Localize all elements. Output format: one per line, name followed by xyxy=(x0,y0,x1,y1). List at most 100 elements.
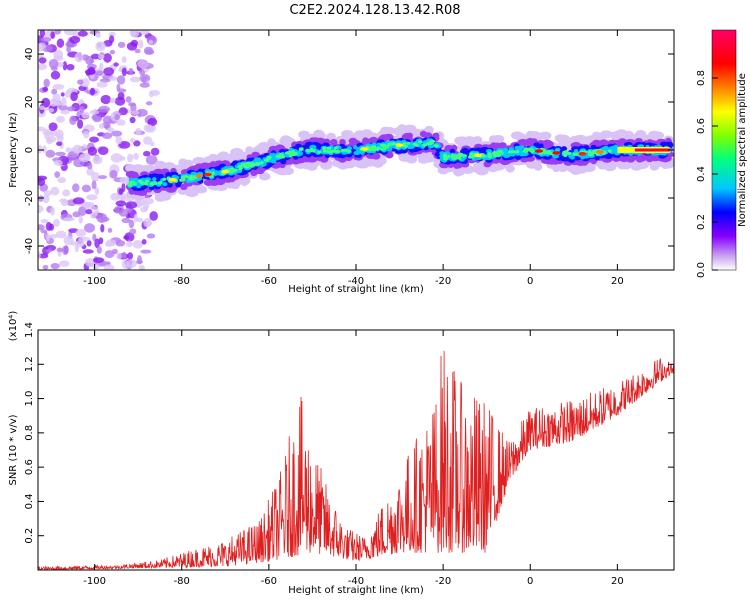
band-blob xyxy=(251,163,257,167)
noise-blob xyxy=(87,162,93,170)
y-tick-label: 0.6 xyxy=(24,459,35,475)
noise-blob xyxy=(91,171,100,182)
hot-blob xyxy=(595,150,604,154)
noise-blob xyxy=(78,215,84,224)
band-blob xyxy=(406,141,411,145)
noise-blob xyxy=(53,159,63,166)
band-blob xyxy=(552,154,559,159)
noise-blob xyxy=(95,32,101,38)
band-blob xyxy=(203,179,213,186)
noise-blob xyxy=(38,57,47,64)
noise-blob xyxy=(138,39,144,49)
snr-series-line xyxy=(38,350,674,570)
band-blob xyxy=(443,157,449,161)
noise-blob xyxy=(41,97,51,108)
noise-blob xyxy=(53,49,64,60)
noise-blob xyxy=(116,75,126,85)
noise-blob xyxy=(48,59,59,69)
noise-blob xyxy=(126,259,137,269)
band-blob xyxy=(328,150,334,154)
noise-blob xyxy=(43,190,52,197)
band-blob xyxy=(353,145,358,150)
noise-blob xyxy=(145,155,158,165)
band-blob xyxy=(412,142,418,146)
noise-blob xyxy=(89,87,96,96)
noise-blob xyxy=(109,170,118,179)
band-blob xyxy=(162,182,168,187)
y-tick-label: 40 xyxy=(24,48,35,61)
noise-blob xyxy=(38,63,48,70)
band-blob xyxy=(563,153,567,158)
noise-blob xyxy=(49,223,54,231)
noise-blob xyxy=(50,70,61,80)
band-blob xyxy=(128,181,132,185)
noise-blob xyxy=(109,97,116,104)
x-tick-label: -80 xyxy=(174,276,190,287)
noise-blob xyxy=(116,88,127,93)
band-blob xyxy=(515,154,522,160)
noise-blob xyxy=(117,91,125,101)
snr-x-label: Height of straight line (km) xyxy=(288,585,424,596)
band-blob xyxy=(240,178,249,186)
band-blob xyxy=(353,150,361,156)
y-tick-label: 0 xyxy=(24,147,35,153)
noise-blob xyxy=(59,198,68,203)
noise-blob xyxy=(92,155,103,165)
snr-y-label: SNR (10 * v/v) xyxy=(8,414,19,485)
y-tick-label: 1.0 xyxy=(24,391,35,407)
band-blob xyxy=(322,146,326,150)
band-blob xyxy=(260,161,264,165)
noise-blob xyxy=(146,219,153,226)
band-blob xyxy=(582,164,596,172)
colorbar-tick-label: 0.0 xyxy=(696,262,707,278)
noise-blob xyxy=(50,31,55,39)
noise-blob xyxy=(42,145,47,153)
band-blob xyxy=(597,161,608,170)
hot-blob xyxy=(195,174,204,178)
noise-blob xyxy=(69,115,77,126)
band-blob xyxy=(279,137,291,145)
noise-blob xyxy=(120,156,126,161)
band-blob xyxy=(369,146,374,150)
band-blob xyxy=(258,162,266,167)
y-tick-label: -40 xyxy=(24,238,35,254)
noise-blob xyxy=(55,230,67,239)
band-blob xyxy=(501,148,508,153)
colorbar-tick-label: 0.6 xyxy=(696,118,707,134)
band-blob xyxy=(144,179,150,183)
noise-blob xyxy=(103,264,115,270)
noise-blob xyxy=(92,233,97,242)
noise-blob xyxy=(142,200,150,210)
x-tick-label: -40 xyxy=(348,576,364,587)
noise-blob xyxy=(94,206,99,216)
band-blob xyxy=(266,156,272,160)
noise-blob xyxy=(42,86,49,92)
band-blob xyxy=(311,149,316,153)
band-blob xyxy=(470,155,475,159)
noise-blob xyxy=(129,228,137,235)
noise-blob xyxy=(139,30,150,35)
noise-blob xyxy=(38,46,44,52)
noise-blob xyxy=(82,249,94,254)
y-tick-label: -20 xyxy=(24,190,35,206)
band-blob xyxy=(125,164,136,172)
noise-blob xyxy=(103,67,115,76)
band-blob xyxy=(423,154,434,163)
noise-blob xyxy=(65,147,72,153)
hot-blob xyxy=(221,169,230,174)
noise-blob xyxy=(50,263,60,270)
band-blob xyxy=(157,181,163,185)
noise-blob xyxy=(117,41,126,49)
x-tick-label: 20 xyxy=(611,276,624,287)
band-blob xyxy=(313,129,325,138)
noise-blob xyxy=(100,94,112,105)
noise-blob xyxy=(125,96,132,103)
noise-blob xyxy=(140,249,152,254)
noise-blob xyxy=(138,264,145,270)
noise-blob xyxy=(48,108,54,113)
noise-blob xyxy=(118,141,131,149)
noise-blob xyxy=(81,111,90,119)
noise-blob xyxy=(92,265,100,270)
noise-blob xyxy=(148,39,154,45)
noise-blob xyxy=(56,247,64,252)
